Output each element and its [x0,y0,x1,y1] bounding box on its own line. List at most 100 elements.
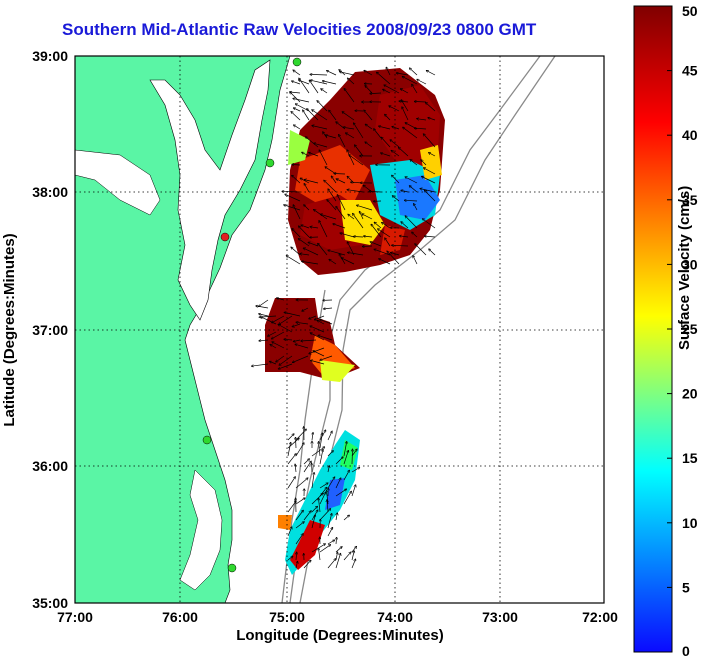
velocity-arrow [300,254,310,255]
velocity-arrow [327,431,332,441]
radar-station-marker [220,232,230,242]
velocity-arrow [292,229,301,238]
velocity-arrow [348,78,355,85]
colorbar-tick-label: 0 [682,643,690,659]
velocity-arrow [287,501,296,513]
velocity-arrow [319,549,321,561]
velocity-arrow [340,233,355,238]
velocity-arrow [351,551,354,561]
velocity-arrow [335,457,343,465]
velocity-arrow [319,442,321,457]
velocity-arrow [293,70,301,76]
map-title: Southern Mid-Atlantic Raw Velocities 200… [62,20,537,39]
velocity-arrow [403,127,418,139]
velocity-arrow [346,133,355,139]
velocity-arrow [347,150,355,166]
velocity-arrow [347,190,364,193]
velocity-arrow [402,107,409,121]
velocity-arrow [417,80,427,85]
velocity-arrow [318,335,333,341]
velocity-arrow [309,315,317,319]
bay-inlet [75,149,161,216]
velocity-arrow [343,515,349,521]
velocity-arrow [319,483,328,489]
velocity-arrow [417,119,427,120]
y-tick-label: 36:00 [32,458,68,474]
velocity-arrow [412,85,418,94]
velocity-arrow [348,214,355,220]
velocity-arrow [353,214,364,229]
velocity-arrow [299,226,310,238]
velocity-arrow [365,86,373,94]
velocity-arrow [336,513,337,521]
velocity-arrow [413,256,418,265]
colorbar-tick-label: 20 [682,386,698,402]
grid-lines [75,56,604,603]
velocity-arrow [315,315,325,320]
velocity-arrow [268,331,277,336]
velocity-arrow [387,251,400,265]
velocity-arrow [303,110,310,121]
velocity-arrow [319,492,326,505]
velocity-arrow [312,126,328,130]
velocity-arrow [311,507,317,513]
velocity-arrow [305,180,319,184]
velocity-arrow [303,461,311,473]
velocity-arrow [304,248,319,256]
velocity-arrow [277,298,285,301]
velocity-arrow [383,89,391,94]
velocity-arrow [335,554,341,569]
velocity-arrow [259,314,269,317]
velocity-arrow [302,152,310,157]
velocity-arrow [343,451,348,465]
velocity-arrow [424,168,436,175]
velocity-arrow [393,196,400,202]
velocity-arrow [364,236,373,237]
radar-station-marker [202,435,212,445]
velocity-arrow [343,470,349,481]
velocity-arrow [319,150,328,166]
velocity-arrow [343,442,347,457]
velocity-arrow [426,103,436,112]
velocity-arrow [312,433,313,441]
velocity-arrow [343,127,355,130]
velocity-arrow [310,227,319,228]
velocity-arrow [296,552,297,561]
velocity-arrow [364,110,373,121]
y-axis-label: Latitude (Degrees:Minutes) [1,233,18,426]
velocity-arrow [415,244,427,256]
velocity-arrow [370,242,382,247]
y-tick-label: 38:00 [32,184,68,200]
velocity-arrow [285,194,301,202]
velocity-arrow [295,344,309,349]
velocity-arrow [310,74,328,75]
velocity-arrow [328,466,329,473]
velocity-arrow [381,137,391,148]
velocity-arrow [379,259,391,265]
velocity-arrow [339,135,346,148]
velocity-arrow [306,137,319,148]
velocity-arrow [405,200,418,201]
velocity-arrow [279,315,293,325]
velocity-arrow [381,153,391,157]
velocity-arrow [427,71,436,76]
velocity-arrow [252,363,269,366]
velocity-arrow [324,308,333,309]
velocity-arrow [287,454,296,465]
velocity-arrow [329,110,337,121]
velocity-arrow [351,559,356,569]
velocity-arrow [309,80,319,94]
velocity-arrow [400,236,409,237]
velocity-arrow [369,191,382,192]
velocity-arrow [364,71,373,76]
velocity-arrow [320,320,333,325]
velocity-arrow [308,242,319,247]
velocity-arrow [296,322,309,325]
velocity-arrow [362,214,373,220]
velocity-arrow [302,261,319,265]
velocity-arrow [343,491,351,505]
velocity-arrow [382,223,391,229]
velocity-arrow [272,331,285,339]
velocity-arrow [295,562,298,569]
velocity-arrow [311,515,315,529]
